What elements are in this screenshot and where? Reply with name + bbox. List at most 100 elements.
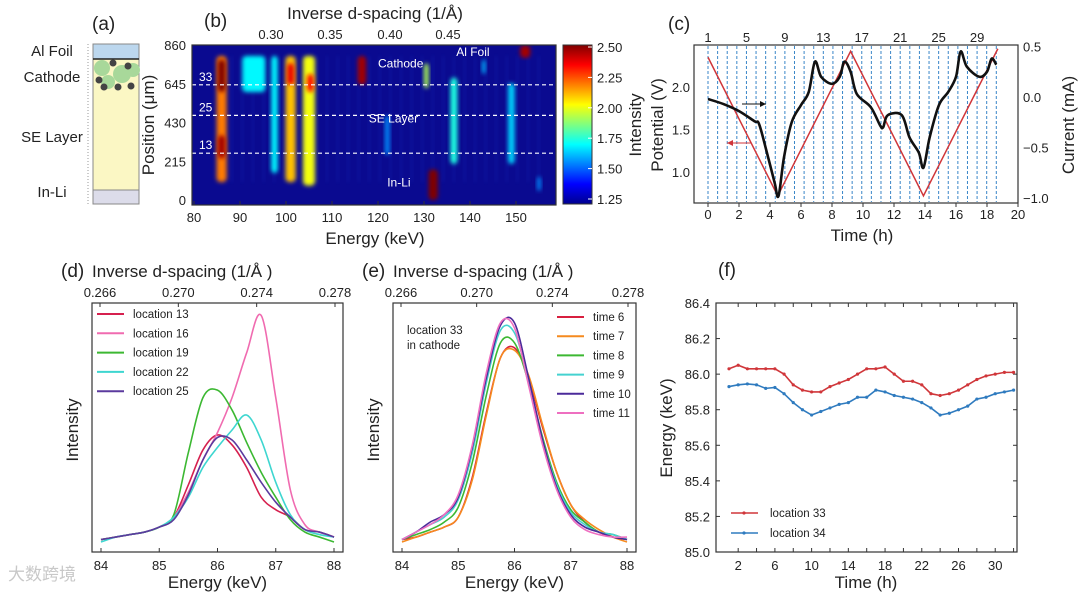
heatmap-peak-band [217,135,226,159]
colorbar-tick-label: 1.75 [597,131,622,146]
left-y-axis-label: Potential (V) [648,78,667,172]
scan-number-label: 25 [931,30,945,45]
top-axis-title: Inverse d-spacing (1/Å) [287,4,463,23]
y-tick-label: 85.6 [685,438,710,453]
data-point [846,401,850,405]
data-point [736,383,740,387]
x-tick-label: 26 [951,558,965,573]
scan-number-label: 1 [704,30,711,45]
data-point [911,397,915,401]
top-tick-label: 0.40 [377,27,402,42]
y-tick-label: 86.2 [685,332,710,347]
scan-number-label: 29 [970,30,984,45]
arrow-head-icon [727,140,733,146]
data-point [754,367,759,371]
x-tick-label: 18 [980,207,994,222]
in-li-layer [92,189,140,205]
legend-label: location 13 [133,309,189,321]
panel-b-label: (b) [204,11,227,32]
data-point [920,383,924,387]
data-point [947,411,951,415]
x-tick-label: 14 [841,558,855,573]
legend-label: time 7 [593,331,624,343]
y-tick-label: 86.0 [685,367,710,382]
plot-annotation: in cathode [407,340,460,352]
plot-annotation: location 33 [407,325,463,337]
data-point [956,388,961,392]
location-line-label: 33 [199,70,213,84]
layer-label-al-foil: Al Foil [31,43,73,60]
legend-label: location 33 [770,508,826,520]
potential-line [707,48,999,198]
x-axis-label: Time (h) [835,573,898,592]
x-tick-label: 14 [918,207,932,222]
region-annotation: Cathode [378,57,424,71]
top-tick-label: 0.266 [385,285,418,300]
data-point [901,395,906,399]
x-tick-label: 80 [187,210,201,225]
panel-b-heatmap: (b) Inverse d-spacing (1/Å) 33 25 13 Cathode A… [139,4,645,248]
top-tick-label: 0.270 [460,285,493,300]
x-tick-label: 84 [395,558,409,573]
heatmap-peak-band [481,59,486,74]
x-tick-label: 150 [505,210,527,225]
heatmap-noise-streak [421,56,424,182]
heatmap-noise-streak [505,56,508,182]
x-tick-label: 88 [620,558,634,573]
heatmap-peak-band [428,169,438,200]
data-point [736,363,740,367]
data-point [837,381,841,385]
x-tick-label: 2 [735,207,742,222]
y-tick-label: 430 [164,116,186,131]
panel-e-spectra-times: (e) Inverse d-spacing (1/Å ) 0.266 0.270 0.2… [362,261,644,592]
colorbar-label: Intensity [626,93,645,157]
data-point [929,392,933,396]
region-annotation: SE Layer [369,112,418,126]
energy-line [728,383,1014,416]
heatmap-noise-streak [230,56,233,182]
legend-label: location 22 [133,367,189,379]
x-tick-label: 130 [413,210,435,225]
data-point [975,397,979,401]
x-tick-label: 100 [275,210,297,225]
y-tick-label: 860 [164,38,186,53]
data-point [938,393,942,398]
data-point [791,401,795,405]
heatmap-peak-band [520,45,531,58]
data-point [938,413,942,417]
data-point [782,392,786,396]
data-point [966,383,970,387]
scan-number-label: 5 [743,30,750,45]
heatmap-noise-streak [368,56,371,182]
heatmap-noise-streak [527,56,530,182]
legend-label: time 10 [593,389,631,401]
x-tick-label: 87 [564,558,578,573]
data-point [929,406,933,410]
colorbar [562,44,593,205]
top-tick-label: 0.274 [240,285,273,300]
y-tick-label: 86.4 [685,296,710,311]
x-tick-label: 86 [507,558,521,573]
heatmap-noise-streak [378,56,381,182]
top-tick-label: 0.278 [612,285,645,300]
y-axis-label: Intensity [63,398,82,462]
panel-f-label: (f) [718,260,736,281]
data-point [993,392,997,396]
data-point [956,408,961,412]
data-point [800,408,805,412]
left-y-tick-label: 1.5 [672,123,690,138]
spectrum-line [401,336,628,541]
data-point [874,367,878,371]
x-tick-label: 85 [152,558,166,573]
x-tick-label: 85 [451,558,465,573]
heatmap-noise-streak [326,56,329,182]
heatmap-noise-streak [484,56,487,182]
panel-e-label: (e) [362,261,385,282]
y-tick-label: 215 [164,154,186,169]
x-tick-label: 88 [327,558,341,573]
data-point [764,386,768,390]
heatmap-peak-band [217,59,226,92]
x-tick-label: 140 [459,210,481,225]
x-tick-label: 6 [771,558,778,573]
heatmap-noise-streak [537,56,540,182]
